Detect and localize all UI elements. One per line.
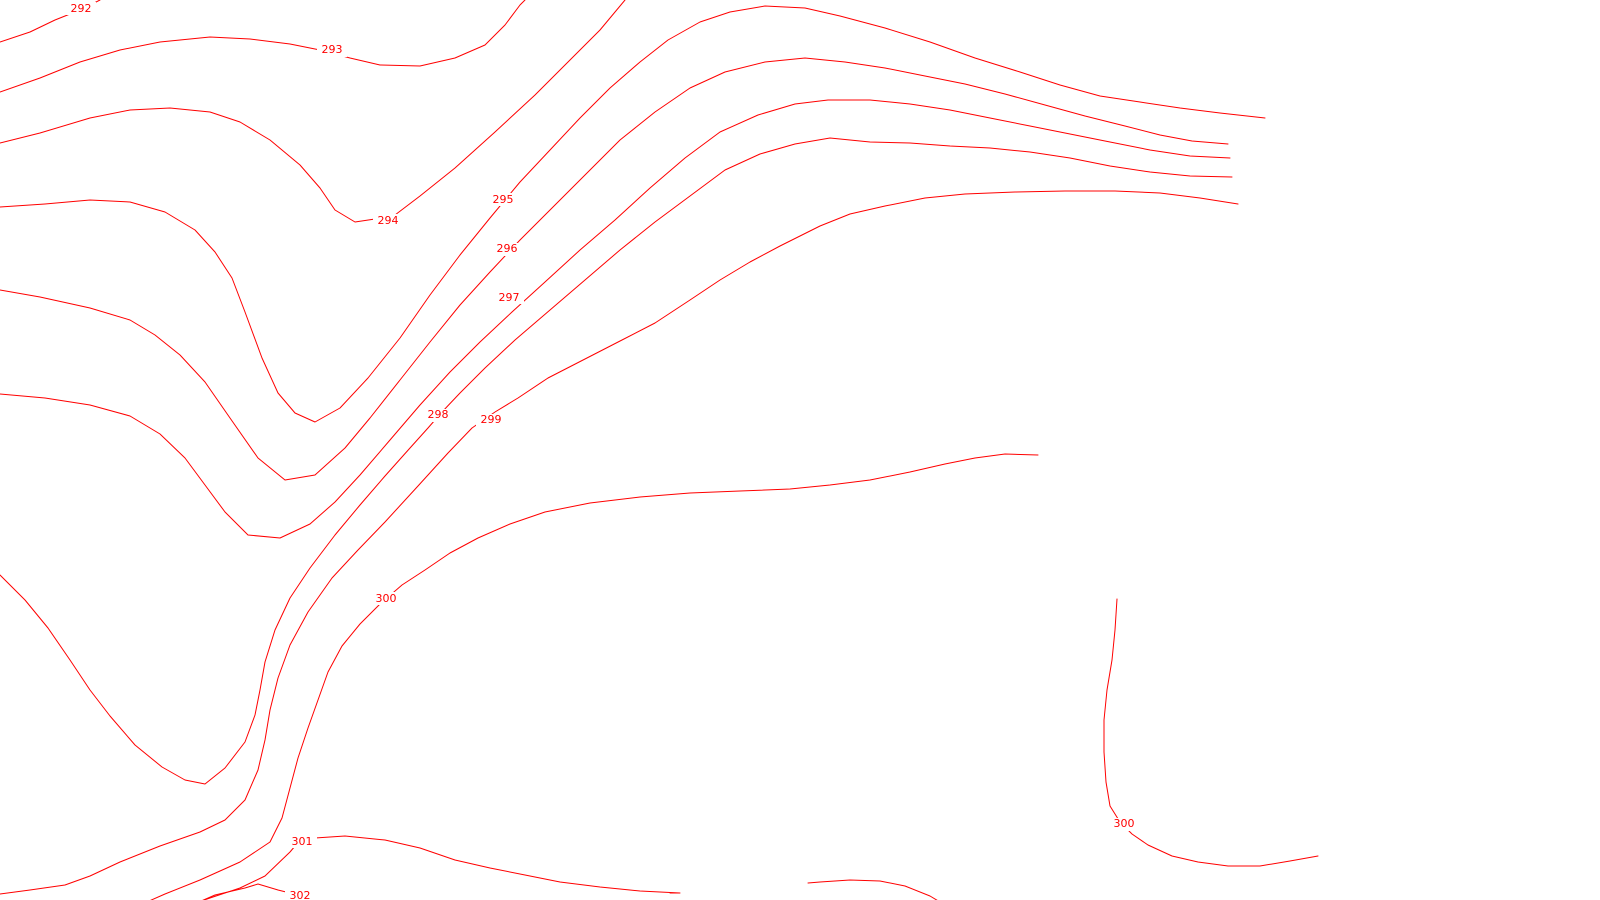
contour-label: 300 <box>376 592 397 605</box>
contour-label: 293 <box>322 43 343 56</box>
contour-label: 292 <box>71 2 92 15</box>
contour-line-299 <box>0 190 1239 895</box>
contour-label: 297 <box>499 291 520 304</box>
contour-line-301-right <box>807 879 938 900</box>
contour-line-297 <box>0 99 1231 539</box>
contour-label: 301 <box>292 835 313 848</box>
contour-lines <box>0 0 1319 900</box>
contour-line-298 <box>0 137 1233 785</box>
contour-line-301 <box>202 835 681 900</box>
contour-label: 294 <box>378 214 399 227</box>
contour-line-295 <box>0 5 1266 423</box>
contour-label: 299 <box>481 413 502 426</box>
contour-label: 298 <box>428 408 449 421</box>
contour-label: 302 <box>290 889 311 900</box>
contour-line-296 <box>0 57 1229 481</box>
contour-label: 300 <box>1114 817 1135 830</box>
contour-line-294 <box>0 0 626 223</box>
contour-line-300 <box>150 453 1039 900</box>
contour-labels: 292 293 294 295 296 297 298 299 300 300 … <box>66 2 1139 900</box>
contour-label: 296 <box>497 242 518 255</box>
contour-label: 295 <box>493 193 514 206</box>
